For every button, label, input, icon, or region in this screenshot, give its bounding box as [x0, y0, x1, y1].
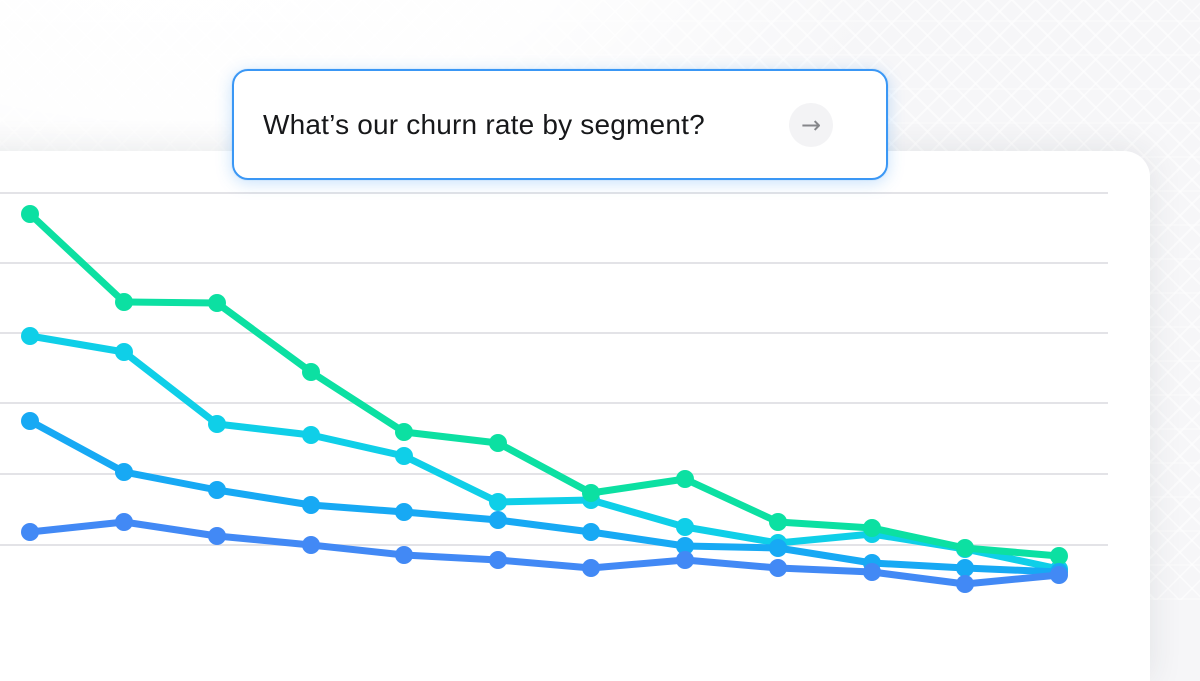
- marker-segment-4-blue: [208, 527, 226, 545]
- marker-segment-1-green: [676, 470, 694, 488]
- chart-card: [0, 151, 1150, 681]
- marker-segment-4-blue: [1050, 566, 1068, 584]
- marker-segment-1-green: [395, 423, 413, 441]
- marker-segment-4-blue: [489, 551, 507, 569]
- marker-segment-1-green: [208, 294, 226, 312]
- marker-segment-4-blue: [582, 559, 600, 577]
- arrow-right-icon: →: [800, 110, 822, 139]
- marker-segment-1-green: [956, 539, 974, 557]
- marker-segment-4-blue: [769, 559, 787, 577]
- marker-segment-4-blue: [863, 563, 881, 581]
- marker-segment-3-azure: [769, 539, 787, 557]
- marker-segment-3-azure: [395, 503, 413, 521]
- marker-segment-3-azure: [21, 412, 39, 430]
- marker-segment-2-cyan: [395, 447, 413, 465]
- marker-segment-4-blue: [395, 546, 413, 564]
- line-segment-4-blue: [26, 518, 1063, 588]
- marker-segment-3-azure: [676, 537, 694, 555]
- marker-segment-1-green: [582, 484, 600, 502]
- marker-segment-1-green: [302, 363, 320, 381]
- submit-button[interactable]: →: [789, 102, 833, 147]
- churn-chart: [0, 192, 1108, 593]
- marker-segment-1-green: [115, 293, 133, 311]
- marker-segment-1-green: [769, 513, 787, 531]
- marker-segment-2-cyan: [302, 426, 320, 444]
- marker-segment-2-cyan: [208, 415, 226, 433]
- marker-segment-2-cyan: [676, 518, 694, 536]
- marker-segment-2-cyan: [115, 343, 133, 361]
- marker-segment-4-blue: [115, 513, 133, 531]
- marker-segment-1-green: [863, 519, 881, 537]
- prompt-box[interactable]: What’s our churn rate by segment? →: [232, 69, 888, 180]
- marker-segment-1-green: [489, 434, 507, 452]
- marker-segment-1-green: [21, 205, 39, 223]
- marker-segment-4-blue: [302, 536, 320, 554]
- line-segment-1-green: [26, 210, 1063, 560]
- marker-segment-3-azure: [956, 559, 974, 577]
- marker-segment-3-azure: [115, 463, 133, 481]
- marker-segment-4-blue: [676, 551, 694, 569]
- marker-segment-1-green: [1050, 547, 1068, 565]
- prompt-text: What’s our churn rate by segment?: [263, 108, 705, 140]
- marker-segment-3-azure: [208, 481, 226, 499]
- marker-segment-3-azure: [582, 523, 600, 541]
- marker-segment-4-blue: [956, 575, 974, 593]
- line-segment-3-azure: [26, 417, 1063, 576]
- marker-segment-3-azure: [489, 511, 507, 529]
- marker-segment-2-cyan: [21, 327, 39, 345]
- marker-segment-4-blue: [21, 523, 39, 541]
- marker-segment-3-azure: [302, 496, 320, 514]
- marker-segment-2-cyan: [489, 493, 507, 511]
- line-segment-2-cyan: [26, 332, 1063, 573]
